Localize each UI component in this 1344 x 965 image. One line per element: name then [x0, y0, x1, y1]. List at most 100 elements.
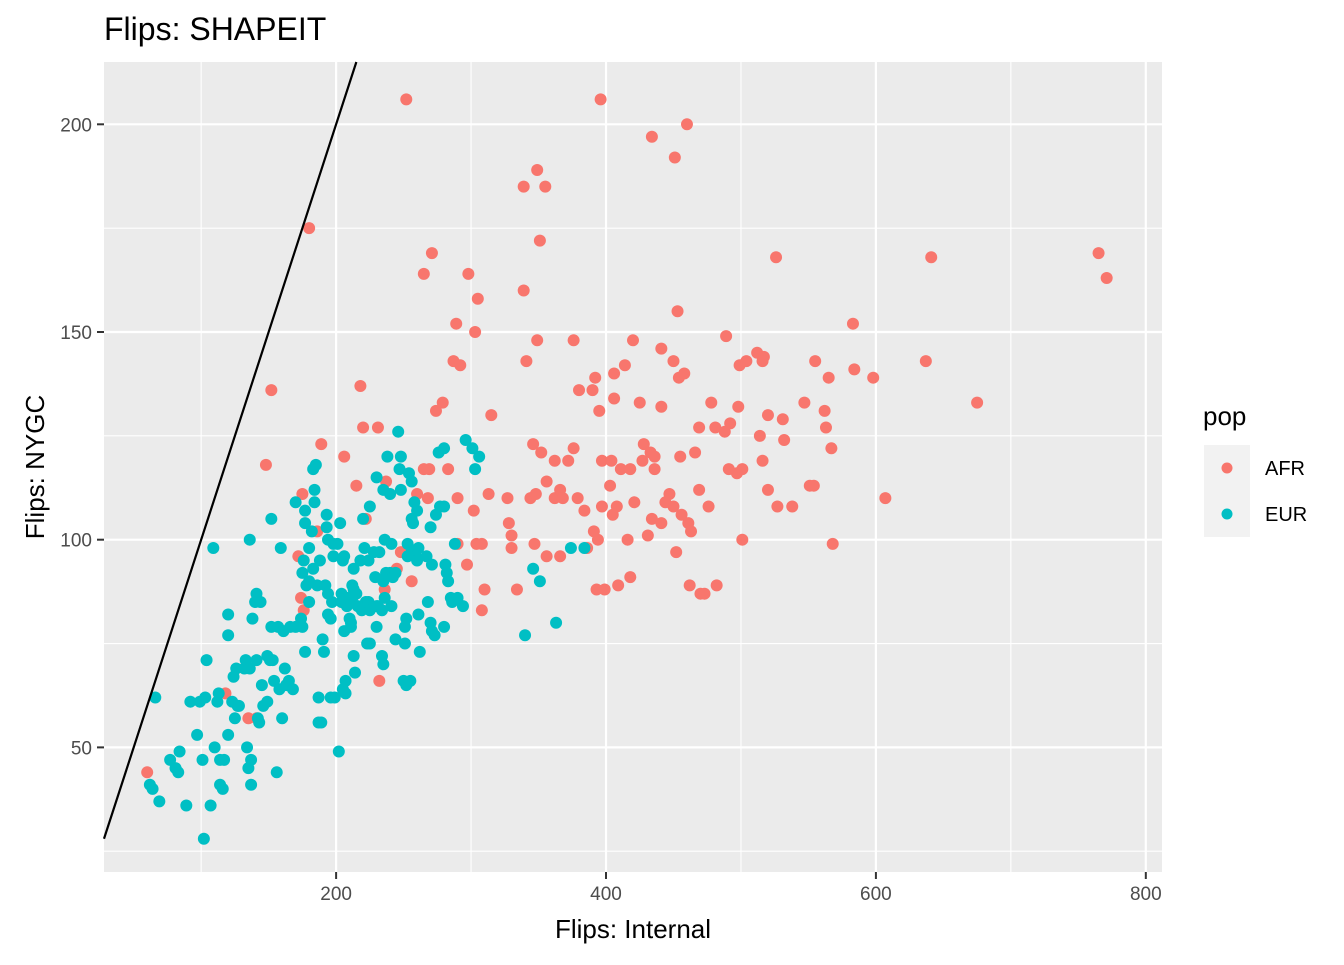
point-afr — [567, 334, 580, 347]
point-eur — [309, 458, 322, 471]
point-afr — [709, 421, 722, 434]
point-afr — [648, 463, 661, 476]
point-afr — [825, 442, 838, 455]
point-eur — [204, 799, 217, 812]
point-afr — [417, 267, 430, 280]
point-eur — [245, 778, 258, 791]
point-eur — [316, 633, 329, 646]
point-afr — [475, 537, 488, 550]
point-afr — [467, 504, 480, 517]
point-afr — [1092, 247, 1105, 260]
point-eur — [255, 679, 268, 692]
point-afr — [624, 571, 637, 584]
point-afr — [529, 488, 542, 500]
point-afr — [641, 529, 654, 542]
point-afr — [531, 164, 544, 176]
point-afr — [846, 317, 859, 330]
point-eur — [350, 587, 363, 600]
point-eur — [373, 546, 386, 559]
legend-label-eur: EUR — [1265, 504, 1307, 526]
point-eur — [261, 695, 274, 708]
point-eur — [334, 517, 347, 530]
identity-line — [102, 61, 358, 840]
point-eur — [228, 712, 241, 725]
reference-line — [102, 61, 358, 840]
point-afr — [303, 222, 316, 235]
point-afr — [798, 396, 811, 409]
point-eur — [411, 504, 424, 517]
point-eur — [278, 662, 291, 675]
point-afr — [548, 454, 561, 467]
point-afr — [648, 450, 661, 463]
point-eur — [412, 542, 425, 554]
point-afr — [848, 363, 861, 376]
point-afr — [454, 359, 467, 372]
point-afr — [595, 500, 608, 513]
point-eur — [274, 542, 287, 554]
point-afr — [417, 463, 430, 476]
point-eur — [212, 687, 225, 700]
point-afr — [636, 454, 649, 467]
point-afr — [429, 404, 442, 417]
point-eur — [412, 608, 425, 621]
point-eur — [303, 542, 316, 554]
point-eur — [400, 612, 413, 625]
point-afr — [338, 450, 351, 463]
point-eur — [438, 500, 451, 513]
point-eur — [407, 517, 420, 530]
point-eur — [363, 637, 376, 650]
point-eur — [375, 604, 388, 617]
point-afr — [655, 517, 668, 530]
y-tick-label: 150 — [60, 323, 92, 344]
point-afr — [505, 529, 518, 542]
point-eur — [305, 525, 318, 538]
point-eur — [208, 741, 221, 754]
point-eur — [347, 562, 360, 575]
point-eur — [243, 533, 256, 546]
point-afr — [540, 475, 553, 488]
point-afr — [478, 583, 491, 596]
point-afr — [594, 93, 607, 106]
point-eur — [253, 716, 266, 729]
point-afr — [527, 438, 540, 451]
point-eur — [299, 504, 312, 517]
point-eur — [191, 728, 204, 741]
point-eur — [339, 687, 352, 700]
legend-key-afr — [1221, 462, 1233, 474]
point-eur — [411, 554, 424, 567]
point-afr — [637, 438, 650, 451]
point-eur — [196, 753, 209, 766]
point-afr — [469, 326, 482, 338]
point-eur — [266, 654, 279, 667]
point-eur — [398, 637, 411, 650]
x-tick-label: 400 — [590, 884, 622, 905]
point-afr — [761, 409, 774, 422]
point-eur — [308, 483, 321, 496]
point-eur — [232, 699, 245, 712]
point-afr — [655, 342, 668, 355]
point-eur — [250, 654, 263, 667]
point-eur — [216, 782, 229, 795]
point-afr — [462, 267, 475, 280]
point-afr — [633, 396, 646, 409]
point-eur — [218, 753, 231, 766]
x-tick-label: 800 — [1130, 884, 1162, 905]
point-afr — [421, 492, 434, 505]
point-eur — [297, 554, 310, 567]
point-afr — [621, 533, 634, 546]
point-afr — [612, 579, 625, 592]
point-eur — [384, 488, 397, 500]
point-afr — [618, 359, 631, 372]
point-afr — [736, 463, 749, 476]
point-afr — [756, 355, 769, 368]
point-eur — [207, 542, 220, 554]
point-eur — [456, 600, 469, 613]
y-axis-ticks: 50 100 150 200 — [60, 115, 104, 759]
point-afr — [450, 317, 463, 330]
point-afr — [807, 479, 820, 492]
point-afr — [573, 384, 586, 397]
point-eur — [550, 616, 563, 629]
point-eur — [320, 508, 333, 521]
point-afr — [724, 417, 737, 430]
point-afr — [485, 409, 498, 422]
